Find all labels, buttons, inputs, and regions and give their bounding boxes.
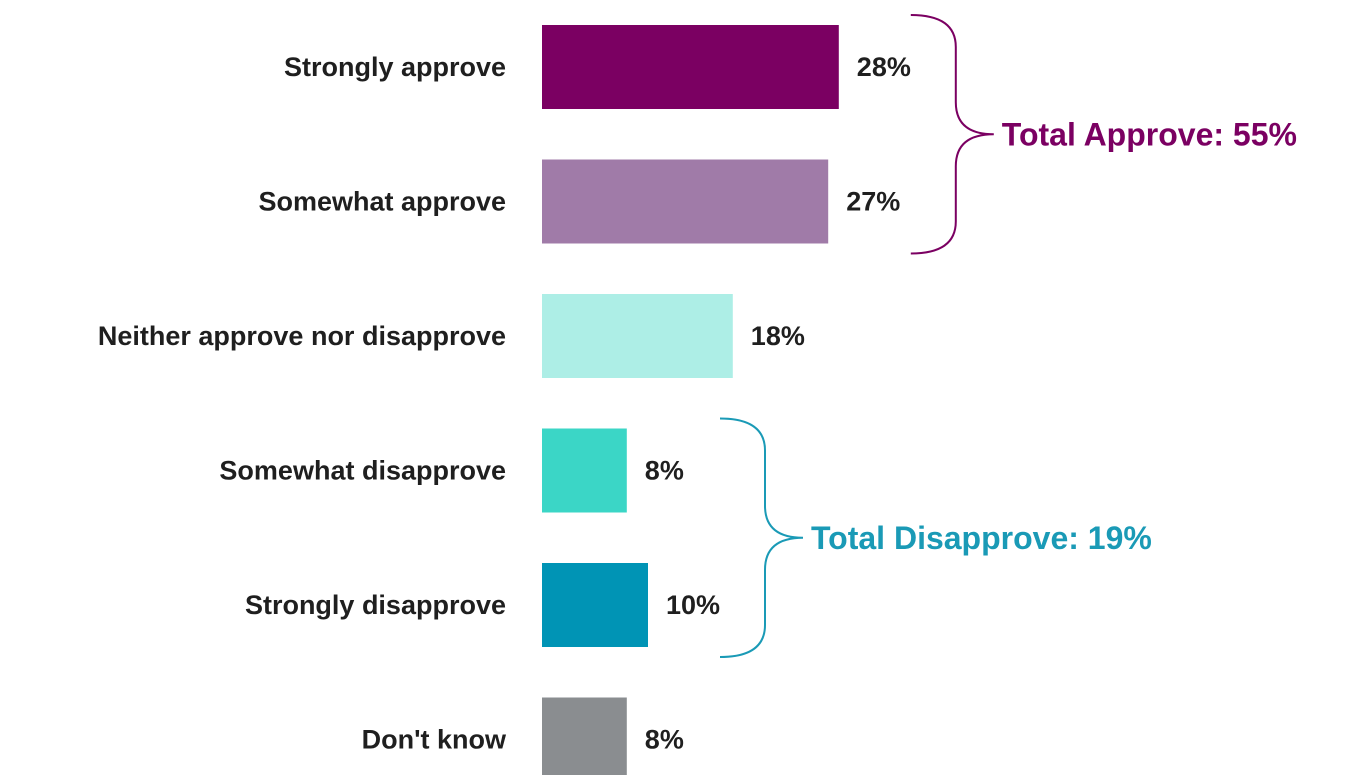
group-brace-1 [719, 417, 804, 658]
group-label-1: Total Disapprove: 19% [811, 520, 1152, 556]
value-label-3: 8% [645, 456, 684, 486]
groups-layer: Total Approve: 55% Total Disapprove: 19% [719, 14, 1297, 658]
bar-1 [542, 159, 829, 244]
category-label-5: Don't know [362, 725, 507, 755]
category-label-3: Somewhat disapprove [219, 456, 506, 486]
bar-2 [542, 294, 733, 378]
value-label-0: 28% [857, 52, 911, 82]
group-brace-0 [910, 14, 994, 255]
category-label-4: Strongly disapprove [245, 590, 506, 620]
value-label-2: 18% [751, 321, 805, 351]
value-label-5: 8% [645, 725, 684, 755]
category-label-2: Neither approve nor disapprove [98, 321, 506, 351]
labels-layer: Strongly approve 28% Somewhat approve 27% Ne… [98, 52, 911, 755]
bars-layer [542, 25, 839, 775]
bar-0 [542, 25, 839, 109]
bar-5 [542, 697, 627, 775]
category-label-0: Strongly approve [284, 52, 506, 82]
value-label-4: 10% [666, 590, 720, 620]
bar-4 [542, 563, 648, 647]
value-label-1: 27% [846, 187, 900, 217]
group-label-0: Total Approve: 55% [1002, 116, 1297, 152]
category-label-1: Somewhat approve [258, 187, 506, 217]
bar-3 [542, 428, 627, 513]
